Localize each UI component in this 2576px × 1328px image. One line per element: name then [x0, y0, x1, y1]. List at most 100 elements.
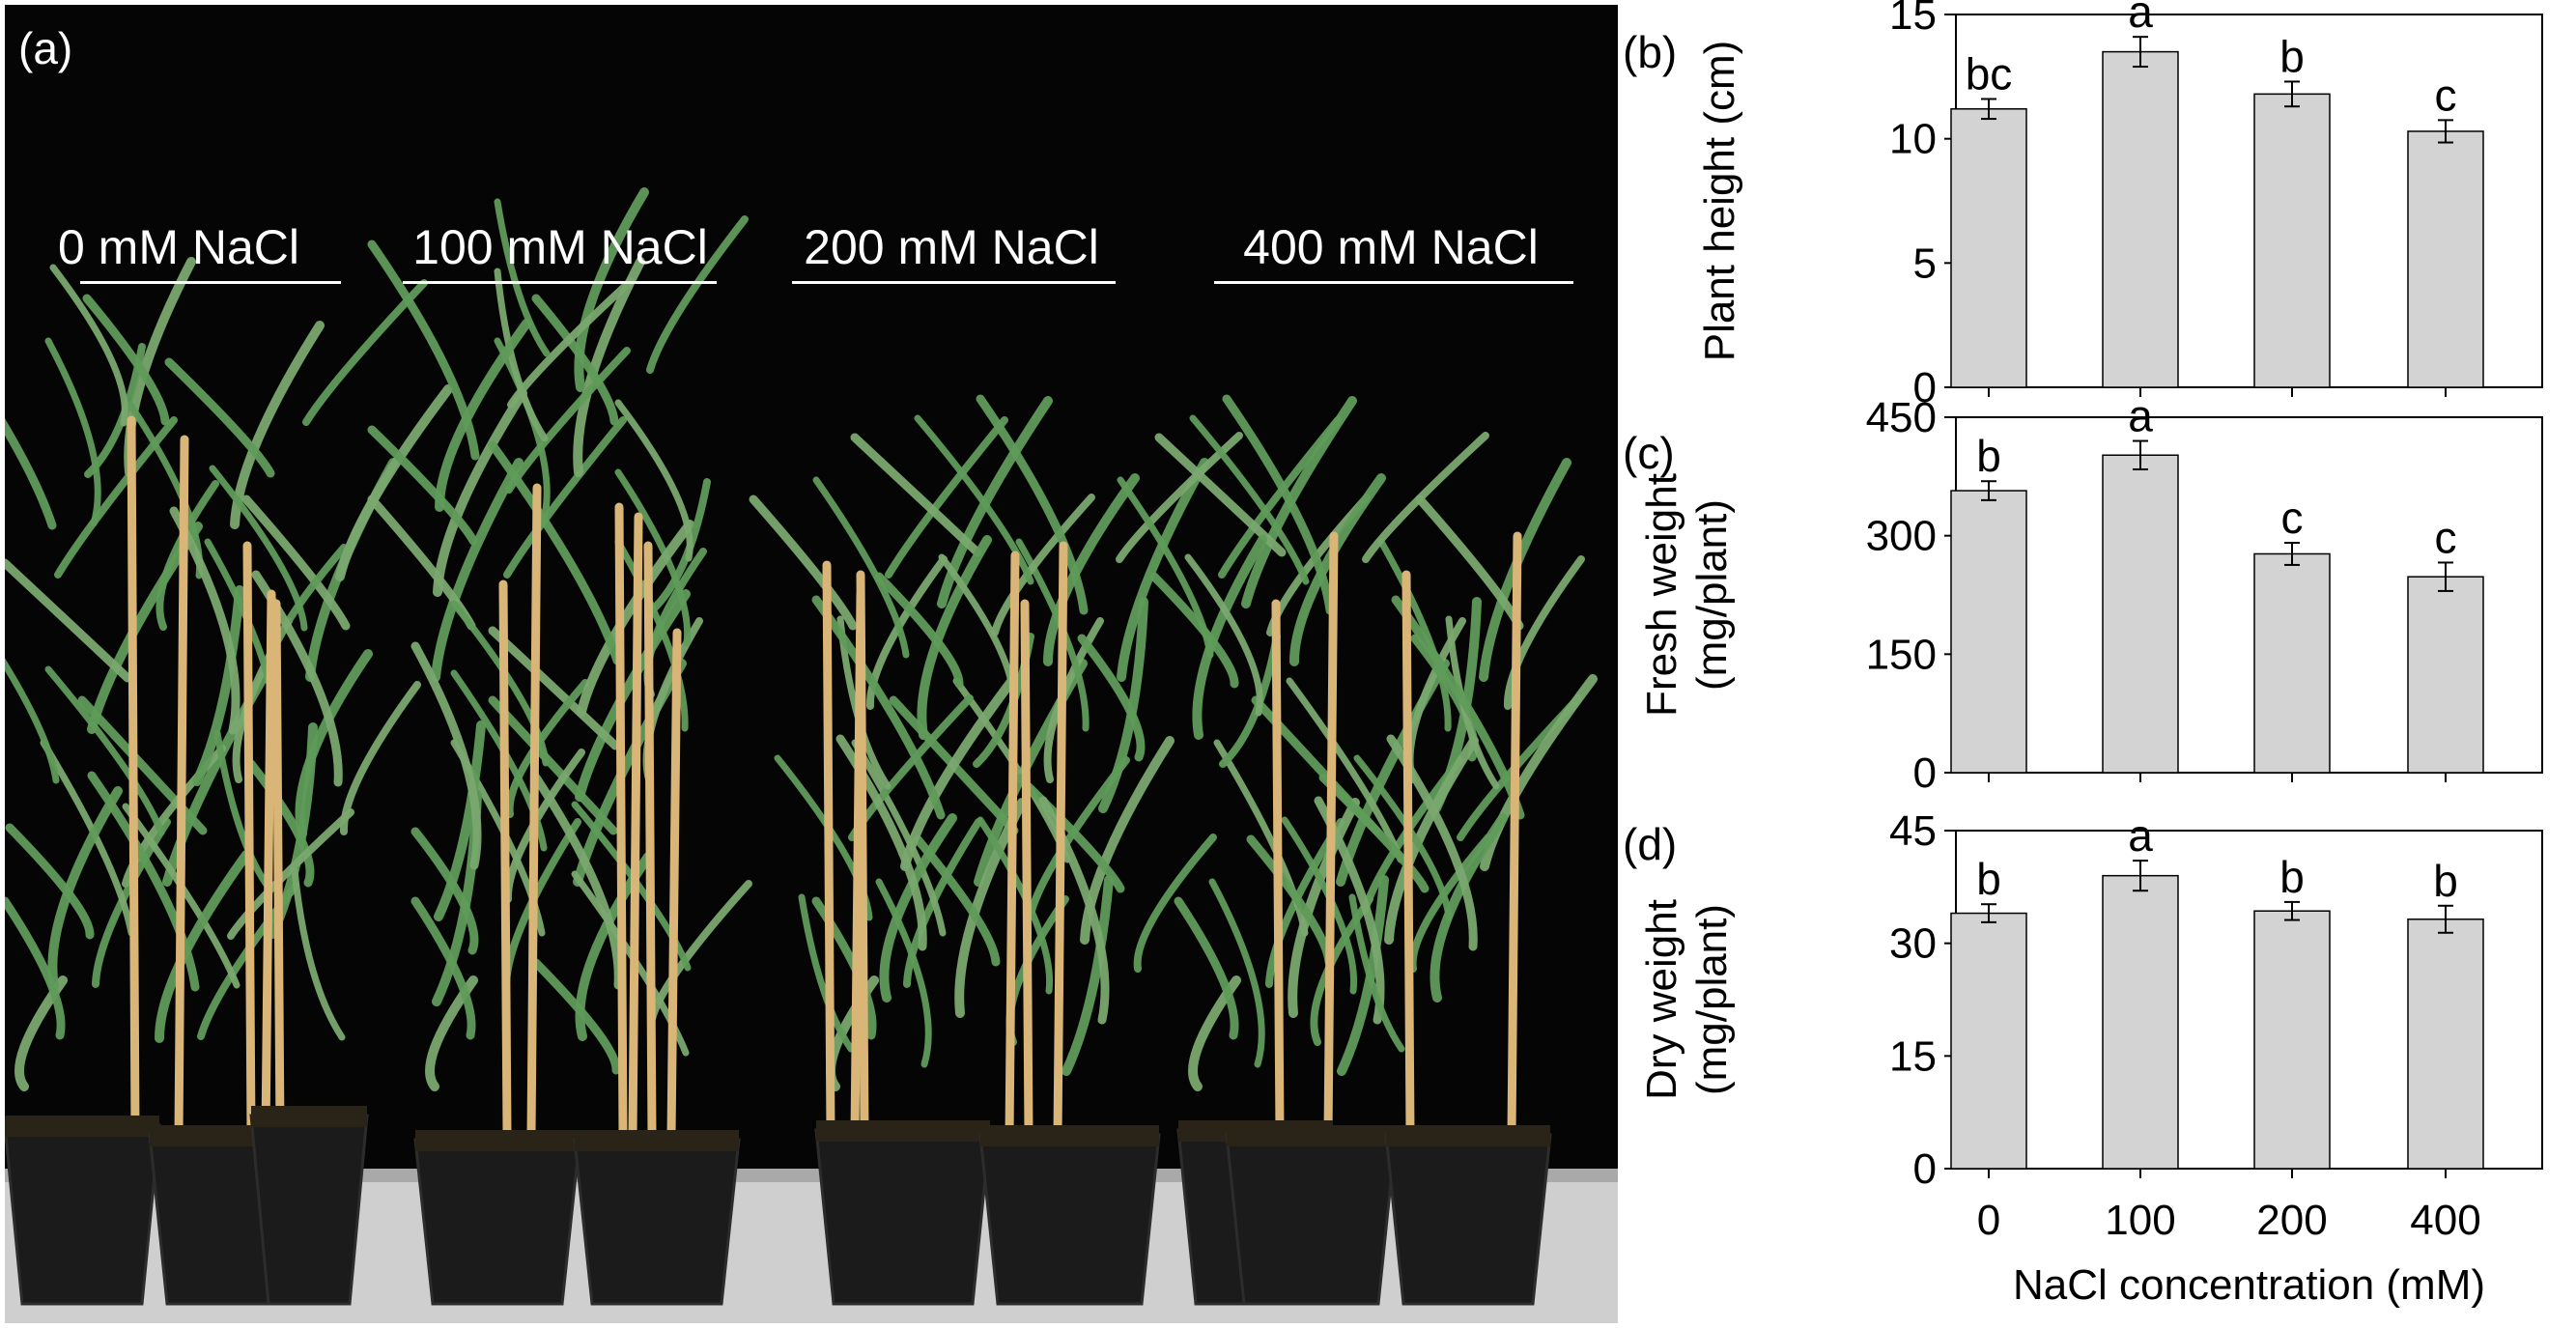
- stake: [1401, 570, 1415, 1140]
- leaf-166: [1192, 535, 1267, 740]
- leaf-97: [889, 695, 1019, 835]
- leaf-167: [1149, 572, 1239, 689]
- significance-letter: b: [2279, 31, 2305, 81]
- plant-photo: [5, 187, 1618, 1323]
- y-tick-label: 300: [1866, 513, 1937, 560]
- leaf-80: [505, 679, 589, 818]
- significance-letter: b: [1976, 431, 2001, 481]
- stake: [242, 541, 256, 1140]
- pot-soil: [415, 1130, 580, 1151]
- y-tick-label: 15: [1889, 0, 1937, 39]
- leaf-122: [991, 494, 1095, 636]
- leaf-22: [156, 480, 219, 631]
- significance-letter: a: [2128, 391, 2153, 441]
- photo-panel: (a) 0 mM NaCl 100 mM NaCl 200 mM NaCl 40…: [5, 5, 1618, 1323]
- leaf-81: [450, 600, 550, 767]
- leaf-124: [1062, 875, 1114, 1076]
- bar-0: [1950, 912, 2027, 1170]
- leaf-84: [649, 478, 711, 613]
- leaf-103: [875, 878, 932, 1068]
- leaf-39: [49, 264, 128, 427]
- pot-soil: [1386, 1125, 1550, 1146]
- leaf-134: [1116, 432, 1243, 563]
- leaf-31: [44, 665, 165, 836]
- leaf-79: [410, 641, 482, 870]
- bar-0: [1950, 490, 2027, 774]
- leaf-85: [614, 399, 694, 562]
- leaf-15: [122, 803, 241, 989]
- bar-100: [2102, 454, 2179, 774]
- significance-letter: c: [2435, 70, 2457, 120]
- stake: [1020, 599, 1033, 1140]
- leaf-140: [1265, 818, 1345, 988]
- leaf-27: [291, 866, 346, 1041]
- stake: [643, 541, 657, 1140]
- y-tick-label: 0: [1913, 1145, 1937, 1193]
- treatment-underline-0: [80, 281, 341, 284]
- treatment-label-100: 100 mM NaCl: [412, 220, 708, 274]
- significance-letter: b: [1976, 854, 2001, 904]
- x-tick-label: 100: [2105, 1197, 2175, 1244]
- leaf-136: [879, 813, 957, 1003]
- leaf-38: [84, 343, 146, 478]
- leaf-101: [749, 494, 858, 631]
- bar-0: [1950, 108, 2027, 388]
- leaf-3: [40, 739, 135, 937]
- bar-400: [2407, 918, 2484, 1170]
- leaf-83: [488, 440, 622, 665]
- leaf-32: [192, 585, 244, 786]
- stake: [614, 502, 628, 1140]
- pot-soil: [1227, 1125, 1396, 1146]
- y-tick-label: 45: [1889, 807, 1937, 855]
- leaf-110: [865, 555, 948, 710]
- leaf-33: [169, 506, 241, 735]
- leaf-182: [1430, 813, 1508, 1003]
- pot-soil: [251, 1106, 367, 1127]
- leaf-26: [302, 279, 428, 426]
- y-tick-label: 5: [1913, 240, 1937, 287]
- leaf-58: [573, 257, 645, 477]
- leaf-94: [903, 818, 982, 988]
- bar-100: [2102, 874, 2179, 1170]
- x-tick-label: 0: [1977, 1197, 2000, 1244]
- stake: [1053, 541, 1068, 1140]
- significance-letter: c: [2435, 512, 2457, 562]
- leaf-74: [574, 187, 649, 392]
- bar-400: [2407, 130, 2484, 388]
- leaf-59: [531, 294, 619, 426]
- leaf-138: [1188, 975, 1241, 1091]
- y-axis-label: Plant height (cm): [1696, 41, 1743, 362]
- leaf-56: [503, 416, 627, 579]
- leaf-120: [917, 535, 992, 740]
- significance-letter: b: [2279, 852, 2305, 902]
- leaf-5: [77, 695, 208, 835]
- leaf-88: [507, 277, 635, 409]
- leaf-156: [1503, 555, 1585, 710]
- x-axis-label: NaCl concentration (mM): [2013, 1261, 2485, 1309]
- leaf-35: [209, 465, 308, 632]
- leaf-43: [213, 729, 270, 889]
- leaf-181: [1348, 893, 1405, 1053]
- panel-label-d: (d): [1623, 819, 1677, 869]
- y-tick-label: 450: [1866, 394, 1937, 441]
- leaf-177: [1184, 553, 1263, 717]
- leaf-61: [571, 870, 690, 1057]
- leaf-128: [900, 674, 1018, 871]
- stake: [1005, 551, 1020, 1140]
- leaf-21: [5, 558, 132, 683]
- pot-soil: [980, 1125, 1159, 1146]
- panel-label-c: (c): [1623, 428, 1675, 478]
- leaf-133: [976, 394, 1089, 615]
- treatment-label-0: 0 mM NaCl: [57, 220, 300, 274]
- treatment-label-400: 400 mM NaCl: [1243, 220, 1539, 274]
- stake: [1271, 599, 1285, 1140]
- treatment-label-200: 200 mM NaCl: [804, 220, 1099, 274]
- leaf-163: [1318, 773, 1430, 893]
- bar-400: [2407, 576, 2484, 774]
- treatment-underline-400: [1214, 281, 1573, 284]
- leaf-47: [410, 896, 476, 1040]
- y-tick-label: 10: [1889, 116, 1937, 163]
- y-tick-label: 150: [1866, 631, 1937, 678]
- leaf-13: [82, 294, 170, 426]
